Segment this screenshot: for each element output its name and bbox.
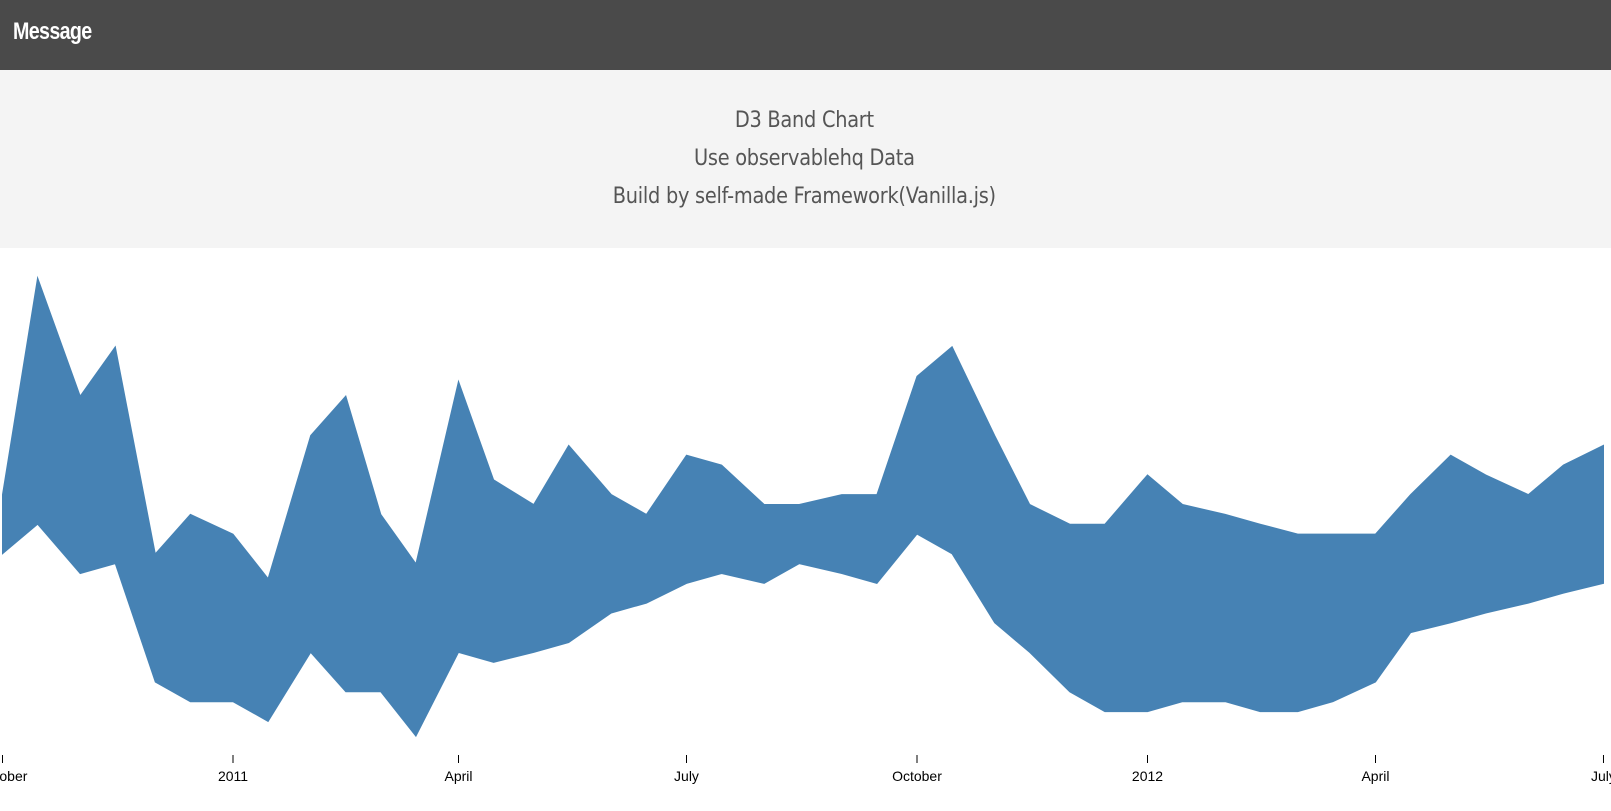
band-chart-container: October 2011 April July October 2012 April July bbox=[0, 248, 1611, 811]
band-area bbox=[2, 275, 1604, 738]
x-axis: October 2011 April July October 2012 April July bbox=[0, 755, 1611, 784]
x-tick-label: July bbox=[674, 768, 699, 784]
x-tick-label: October bbox=[0, 768, 28, 784]
x-tick-label: April bbox=[444, 768, 472, 784]
message-line-title: D3 Band Chart bbox=[734, 108, 874, 133]
x-tick-label: 2011 bbox=[218, 768, 248, 784]
x-tick-label: April bbox=[1361, 768, 1389, 784]
message-panel: D3 Band Chart Use observablehq Data Buil… bbox=[0, 70, 1611, 248]
band-chart: October 2011 April July October 2012 April July bbox=[0, 275, 1611, 784]
band-layer bbox=[2, 275, 1604, 738]
app-header: Message bbox=[0, 0, 1611, 70]
x-tick-label: October bbox=[892, 768, 942, 784]
x-tick-label: July bbox=[1591, 768, 1611, 784]
message-line-data-source: Use observablehq Data bbox=[693, 146, 915, 171]
app-title: Message bbox=[13, 18, 92, 45]
x-tick-label: 2012 bbox=[1132, 768, 1163, 784]
message-line-framework: Build by self-made Framework(Vanilla.js) bbox=[612, 184, 996, 209]
